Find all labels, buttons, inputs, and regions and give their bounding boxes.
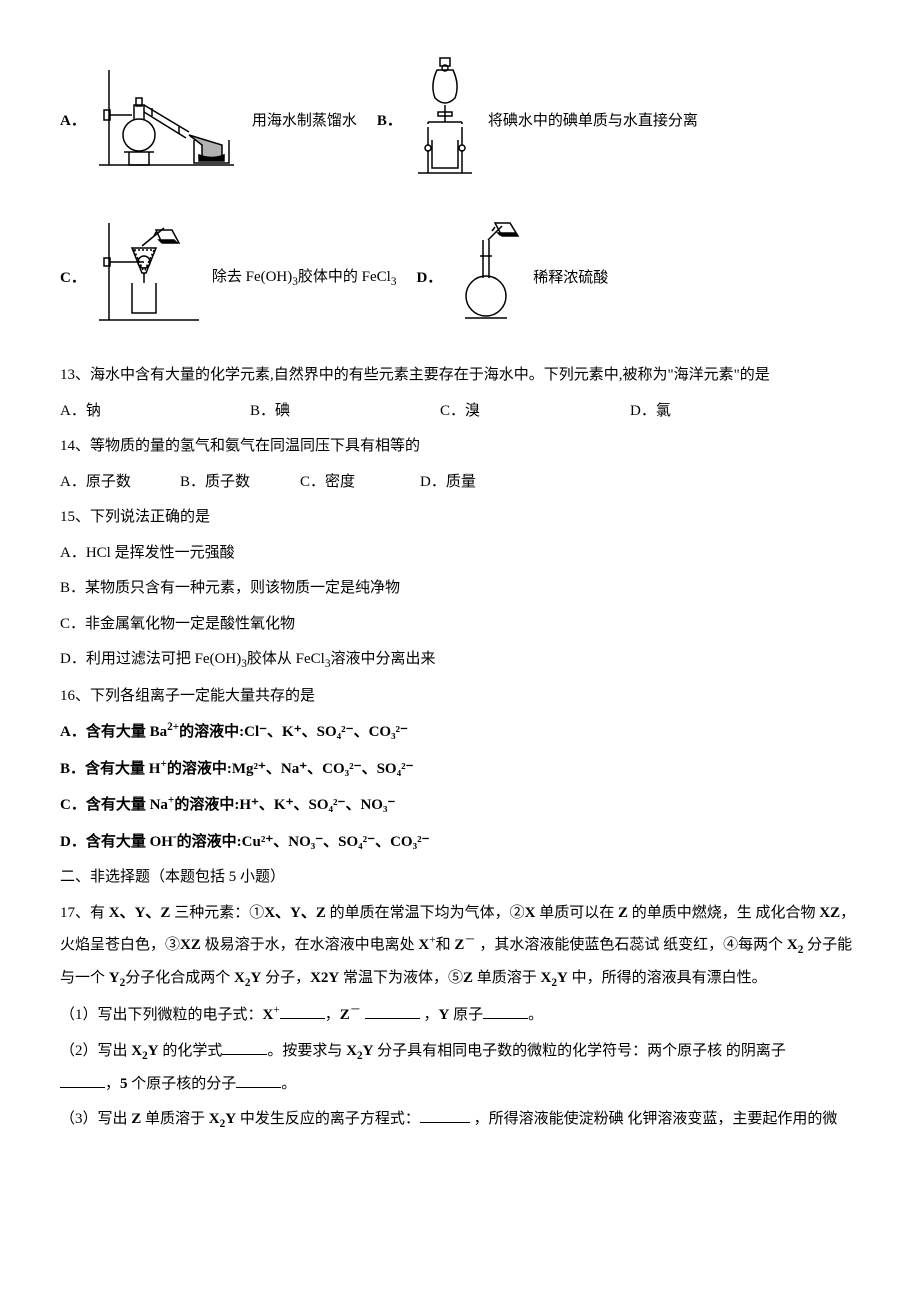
- q12-b-letter: B．: [377, 106, 402, 138]
- q13-stem: 13、海水中含有大量的化学元素,自然界中的有些元素主要存在于海水中。下列元素中,…: [60, 360, 860, 392]
- q12-d-text: 稀释浓硫酸: [533, 263, 608, 295]
- q16-d: D．含有大量 OH-的溶液中:Cu²⁺、NO₃⁻、SO₄²⁻、CO₃²⁻: [60, 826, 860, 859]
- q15-stem: 15、下列说法正确的是: [60, 502, 860, 534]
- volumetric-flask-icon: [450, 218, 525, 341]
- q15-a: A．HCl 是挥发性一元强酸: [60, 538, 860, 570]
- blank-field[interactable]: [420, 1107, 470, 1123]
- q14-c: C．密度: [300, 467, 420, 499]
- blank-field[interactable]: [236, 1072, 281, 1088]
- q13-options: A．钠 B．碘 C．溴 D．氯: [60, 396, 860, 428]
- q16-stem: 16、下列各组离子一定能大量共存的是: [60, 681, 860, 713]
- q14-b: B．质子数: [180, 467, 300, 499]
- q12-d-letter: D．: [416, 263, 442, 295]
- q14-a: A．原子数: [60, 467, 180, 499]
- q12-a-text: 用海水制蒸馏水: [252, 106, 357, 138]
- q17-sub3: （3）写出 Z 单质溶于 X2Y 中发生反应的离子方程式： ，所得溶液能使淀粉碘…: [60, 1104, 860, 1137]
- q17-sub1: （1）写出下列微粒的电子式：X+，Z－ ，Y 原子。: [60, 999, 860, 1032]
- q16-a: A．含有大量 Ba2+的溶液中:Cl⁻、K⁺、SO₄²⁻、CO₃²⁻: [60, 716, 860, 749]
- q13-b: B．碘: [250, 396, 440, 428]
- q14-d: D．质量: [420, 467, 540, 499]
- q12-b-text: 将碘水中的碘单质与水直接分离: [488, 106, 698, 138]
- q12-row-cd: C． 除去 Fe(OH)3胶体中的 FeCl3 D．: [60, 218, 860, 341]
- q14-options: A．原子数 B．质子数 C．密度 D．质量: [60, 467, 860, 499]
- q13-d: D．氯: [630, 396, 820, 428]
- q17-sub2: （2）写出 X2Y 的化学式。按要求与 X2Y 分子具有相同电子数的微粒的化学符…: [60, 1036, 860, 1100]
- q15-b: B．某物质只含有一种元素，则该物质一定是纯净物: [60, 573, 860, 605]
- q12-a-letter: A．: [60, 106, 86, 138]
- q17-stem: 17、有 X、Y、Z 三种元素：①X、Y、Z 的单质在常温下均为气体，②X 单质…: [60, 898, 860, 996]
- filtration-apparatus-icon: [94, 218, 204, 341]
- blank-field[interactable]: [222, 1039, 267, 1055]
- section-2-heading: 二、非选择题（本题包括 5 小题）: [60, 862, 860, 894]
- q16-c: C．含有大量 Na+的溶液中:H⁺、K⁺、SO₄²⁻、NO₃⁻: [60, 789, 860, 822]
- distillation-apparatus-icon: [94, 60, 244, 183]
- q15-d: D．利用过滤法可把 Fe(OH)3胶体从 FeCl3溶液中分离出来: [60, 644, 860, 677]
- q15-c: C．非金属氧化物一定是酸性氧化物: [60, 609, 860, 641]
- q12-c-letter: C．: [60, 263, 86, 295]
- blank-field[interactable]: [365, 1003, 420, 1019]
- q13-a: A．钠: [60, 396, 250, 428]
- q16-b: B．含有大量 H+的溶液中:Mg²⁺、Na⁺、CO₃²⁻、SO₄²⁻: [60, 753, 860, 786]
- q12-c-text: 除去 Fe(OH)3胶体中的 FeCl3: [212, 262, 397, 295]
- blank-field[interactable]: [60, 1072, 105, 1088]
- blank-field[interactable]: [280, 1003, 325, 1019]
- q13-c: C．溴: [440, 396, 630, 428]
- separating-funnel-icon: [410, 50, 480, 193]
- q12-row-ab: A． 用海水制蒸馏水 B．: [60, 50, 860, 193]
- q14-stem: 14、等物质的量的氢气和氨气在同温同压下具有相等的: [60, 431, 860, 463]
- blank-field[interactable]: [483, 1003, 528, 1019]
